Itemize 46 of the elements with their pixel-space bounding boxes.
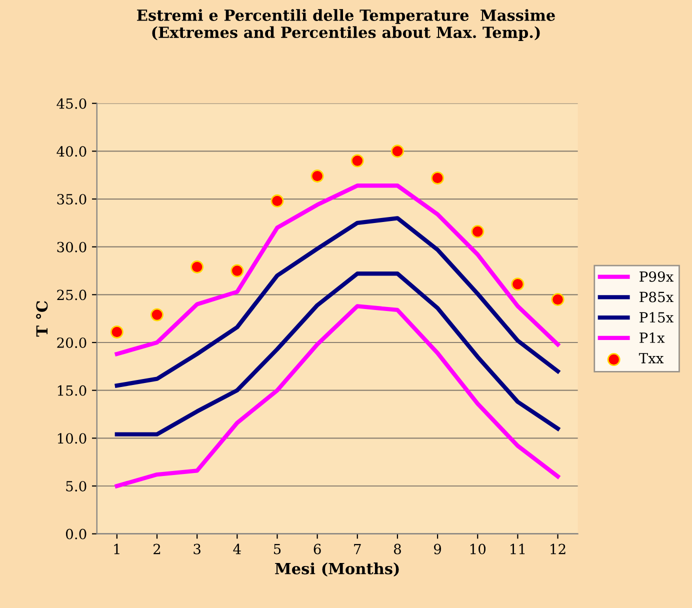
point xyxy=(390,144,404,158)
point xyxy=(511,278,524,291)
line-series xyxy=(114,216,560,388)
y-tick-label: 30.0 xyxy=(57,242,86,252)
y-tick-label: 45.0 xyxy=(56,98,86,109)
legend-label: P15x xyxy=(640,312,674,323)
line-series xyxy=(114,272,560,436)
x-tick-label: 2 xyxy=(154,544,160,554)
x-tick-label: 7 xyxy=(354,544,361,554)
point xyxy=(230,264,244,278)
x-tick-label: 4 xyxy=(233,544,241,554)
point xyxy=(110,325,124,338)
x-axis-title: Mesi (Months) xyxy=(275,562,399,577)
legend-label: P1x xyxy=(640,332,665,343)
point xyxy=(150,308,164,322)
y-tick-label: 20.0 xyxy=(57,337,86,348)
y-tick-label: 35.0 xyxy=(57,194,86,204)
point xyxy=(551,292,564,306)
y-tick-label: 25.0 xyxy=(57,290,86,300)
y-tick-label: 40.0 xyxy=(56,146,86,157)
legend-label: P99x xyxy=(640,271,674,282)
x-tick-label: 1 xyxy=(114,544,120,554)
y-tick-label: 10.0 xyxy=(58,433,86,444)
x-tick-label: 9 xyxy=(434,544,442,554)
line-series xyxy=(114,184,560,356)
x-tick-label: 8 xyxy=(394,544,401,554)
y-tick-label: 15.0 xyxy=(58,385,86,396)
x-tick-label: 3 xyxy=(194,544,200,554)
point xyxy=(270,194,284,208)
point xyxy=(431,171,444,184)
point xyxy=(190,260,204,274)
point xyxy=(350,154,364,168)
x-tick-label: 11 xyxy=(510,544,525,554)
legend-label: P85x xyxy=(640,292,674,302)
chart-title: Estremi e Percentili delle Temperature Massime (Extremes and Percentiles about Max. Temp.) xyxy=(137,9,555,42)
point xyxy=(310,170,324,183)
point xyxy=(471,225,484,238)
y-tick-label: 5.0 xyxy=(66,480,86,492)
line-series xyxy=(114,304,560,488)
x-tick-label: 12 xyxy=(550,544,566,554)
x-tick-label: 5 xyxy=(274,544,281,554)
y-tick-label: 0.0 xyxy=(66,528,86,540)
x-tick-label: 6 xyxy=(314,544,321,554)
x-tick-label: 10 xyxy=(470,544,486,554)
legend-label: Txx xyxy=(638,353,664,364)
y-axis-title: T °C xyxy=(36,301,48,337)
